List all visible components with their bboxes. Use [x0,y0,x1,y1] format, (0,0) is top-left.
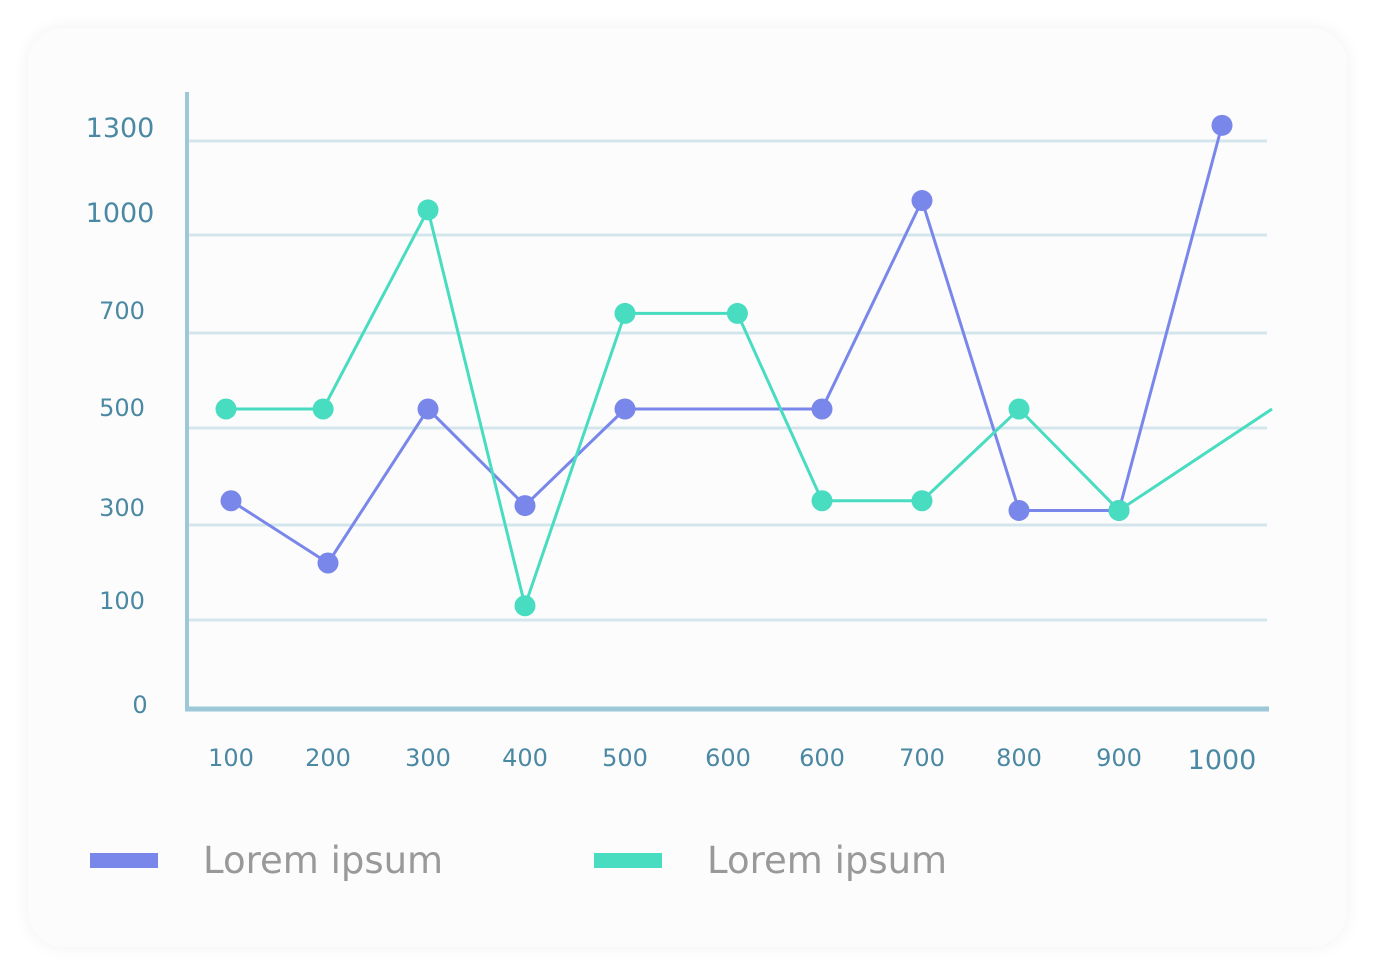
series-1-point [417,398,439,420]
series-2-point [726,302,748,324]
series-line-1 [230,124,1224,565]
series-2-point [1108,499,1130,521]
y-tick-label: 0 [132,691,147,719]
y-tick-label: 300 [99,494,145,522]
y-tick-label: 100 [99,587,145,615]
series-2-point [1008,398,1030,420]
axes [185,92,1269,712]
series-2-point [215,398,237,420]
legend-item-2: Lorem ipsum [594,835,947,885]
x-tick-label: 600 [799,744,845,772]
y-tick-labels: 0 100 300 500 700 1000 1300 [86,113,155,719]
series-1-point [514,495,536,517]
y-tick-label: 500 [99,394,145,422]
series-1-point [220,490,242,512]
legend-swatch-2 [594,852,662,868]
x-tick-label: 500 [602,744,648,772]
series-2-point [614,302,636,324]
series-1-point [1211,114,1233,136]
series-2-point [811,490,833,512]
x-tick-label: 900 [1096,744,1142,772]
series-points [215,114,1233,617]
x-tick-label: 100 [208,744,254,772]
x-tick-label: 200 [305,744,351,772]
series-2-point [312,398,334,420]
chart-card [28,28,1347,947]
y-tick-label: 1300 [86,113,155,144]
y-tick-label: 1000 [86,198,155,229]
x-tick-label: 700 [899,744,945,772]
x-tick-label: 300 [405,744,451,772]
legend-item-1: Lorem ipsum [90,835,443,885]
series-1-point [614,398,636,420]
series-2-point [417,199,439,221]
series-1-point [317,552,339,574]
legend-label-1: Lorem ipsum [203,838,444,882]
legend-label-2: Lorem ipsum [707,838,948,882]
x-tick-label: 800 [996,744,1042,772]
x-tick-label: 400 [502,744,548,772]
x-tick-label: 600 [705,744,751,772]
series-2-point [911,490,933,512]
series-1-point [911,190,933,212]
x-tick-label: 1000 [1188,745,1257,776]
x-tick-labels: 100 200 300 400 500 600 600 700 800 900 1000 [208,744,1256,776]
gridlines [189,139,1267,622]
series-2-point [514,595,536,617]
y-tick-label: 700 [99,297,145,325]
legend-swatch-1 [90,852,158,868]
series-1-point [811,398,833,420]
series-lines [226,124,1273,608]
series-1-point [1008,499,1030,521]
